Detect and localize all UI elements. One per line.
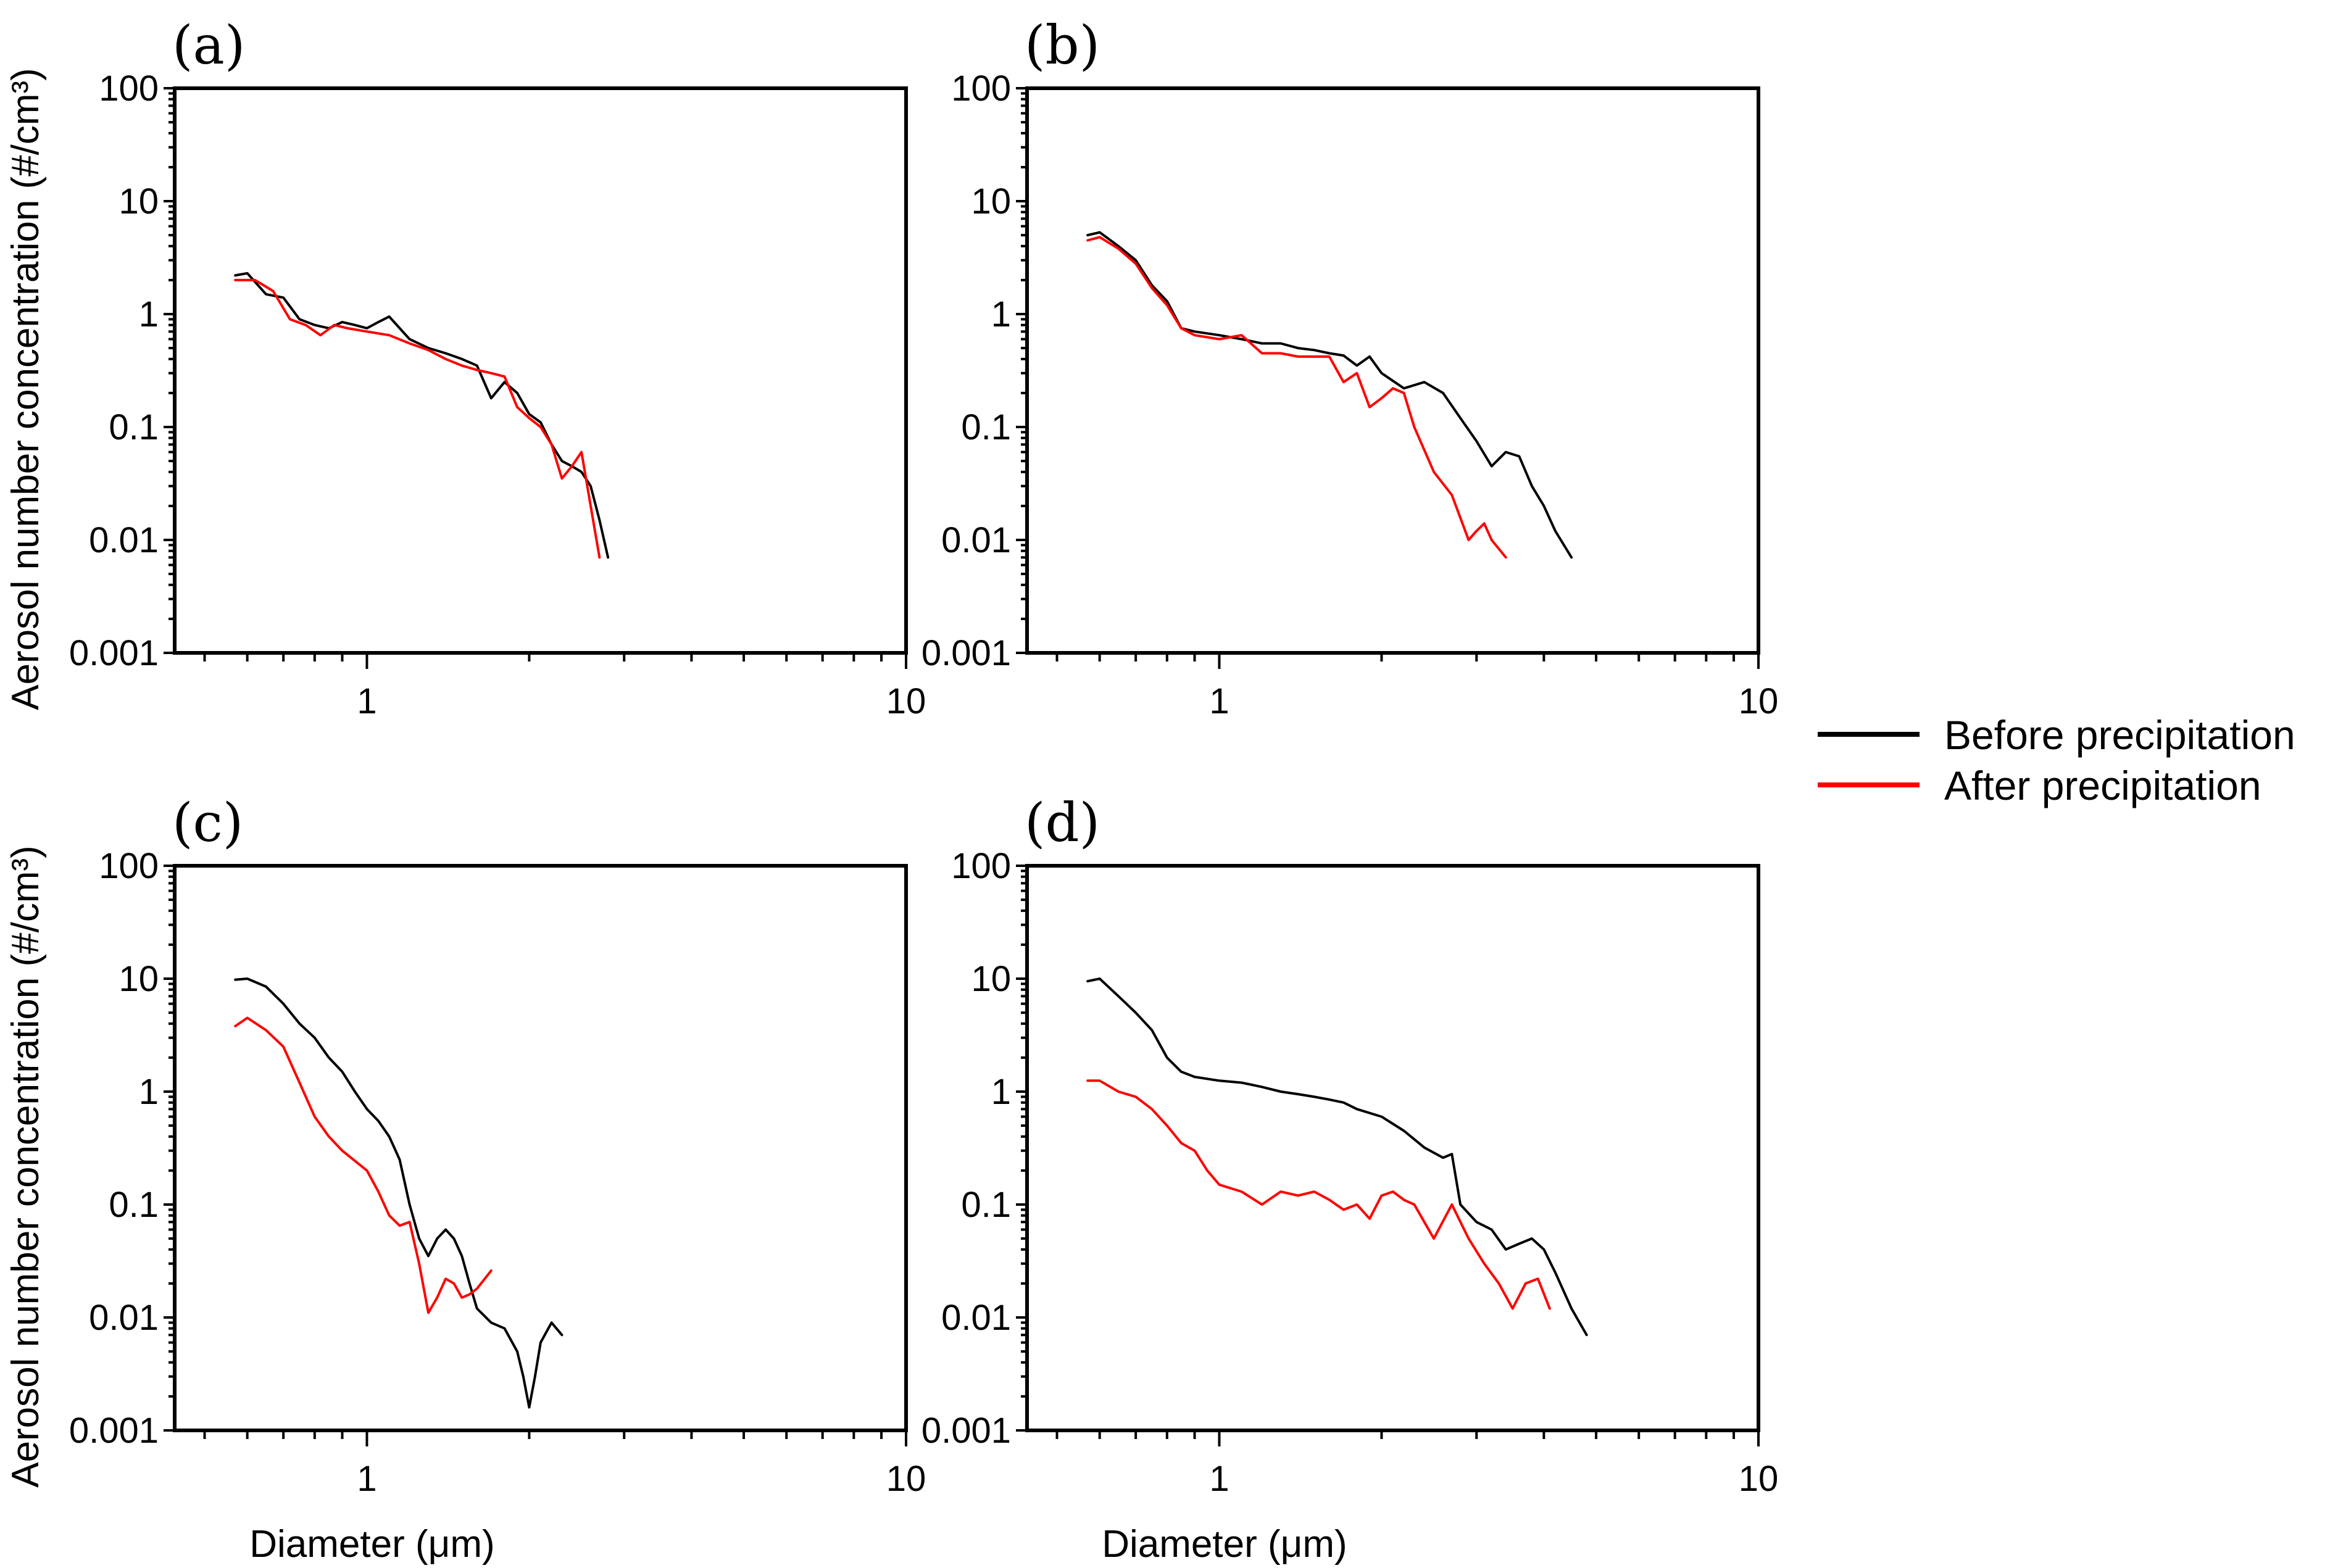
- panel-label: (a): [172, 15, 245, 77]
- series-before-line: [1086, 231, 1573, 559]
- y-tick-label: 0.01: [941, 520, 1011, 560]
- panels: (a) 0.001 0.01 0.1 1 10 100 1 10 Aerosol number c…: [4, 15, 1778, 1566]
- y-tick-label: 0.001: [921, 633, 1011, 673]
- y-tick-label: 0.001: [69, 1411, 159, 1451]
- y-tick-label: 0.01: [89, 520, 159, 560]
- series-before-line: [1086, 977, 1588, 1337]
- panel-c: (c) 0.001 0.01 0.1 1 10 100 1 10 Diameter (μm) Aer…: [4, 792, 926, 1566]
- y-tick-label: 1: [139, 1072, 159, 1112]
- x-tick-label: 10: [1739, 1459, 1779, 1499]
- x-tick-label: 10: [886, 1459, 926, 1499]
- y-tick-label: 10: [971, 181, 1011, 222]
- y-tick-label: 100: [99, 68, 159, 109]
- x-tick-label: 1: [357, 681, 376, 721]
- series-after-line: [234, 1016, 493, 1314]
- legend-label-after: After precipitation: [1944, 763, 2261, 808]
- y-tick-label: 0.01: [941, 1298, 1011, 1338]
- y-axis-label: Aerosol number concentration (#/cm³): [4, 845, 47, 1488]
- series-before-line: [234, 977, 564, 1409]
- y-tick-label: 10: [119, 959, 159, 999]
- series-after-line: [234, 278, 601, 559]
- x-tick-label: 1: [357, 1459, 376, 1499]
- legend-label-before: Before precipitation: [1944, 712, 2295, 758]
- y-tick-label: 1: [991, 294, 1011, 334]
- x-tick-label: 10: [886, 681, 926, 721]
- y-tick-label: 0.1: [961, 407, 1011, 447]
- plot-frame: [1025, 864, 1760, 1432]
- series-after-line: [1086, 1079, 1551, 1310]
- y-tick-label: 0.1: [961, 1185, 1011, 1225]
- y-tick-label: 0.1: [109, 407, 159, 447]
- y-tick-label: 1: [139, 294, 159, 334]
- y-tick-label: 10: [971, 959, 1011, 999]
- y-tick-label: 1: [991, 1072, 1011, 1112]
- x-axis-label: Diameter (μm): [249, 1523, 494, 1566]
- x-tick-label: 1: [1209, 1459, 1229, 1499]
- plot-frame: [1025, 86, 1760, 655]
- plot-frame: [173, 864, 908, 1432]
- plot-frame: [173, 86, 908, 655]
- panel-label: (c): [172, 792, 243, 854]
- panel-b: (b) 0.001 0.01 0.1 1 10 100 1 10: [921, 15, 1778, 721]
- panel-label: (d): [1025, 792, 1100, 854]
- y-tick-label: 0.001: [69, 633, 159, 673]
- x-axis-label: Diameter (μm): [1102, 1523, 1347, 1566]
- panel-a: (a) 0.001 0.01 0.1 1 10 100 1 10 Aerosol number c…: [4, 15, 926, 721]
- x-tick-label: 10: [1739, 681, 1779, 721]
- y-tick-label: 10: [119, 181, 159, 222]
- series-before-line: [234, 272, 610, 559]
- y-tick-label: 0.1: [109, 1185, 159, 1225]
- panel-label: (b): [1025, 15, 1100, 77]
- x-tick-label: 1: [1209, 681, 1229, 721]
- y-tick-label: 0.001: [921, 1411, 1011, 1451]
- y-tick-label: 0.01: [89, 1298, 159, 1338]
- y-tick-label: 100: [99, 846, 159, 886]
- y-tick-label: 100: [951, 846, 1011, 886]
- series-after-line: [1086, 236, 1507, 559]
- panel-d: (d) 0.001 0.01 0.1 1 10 100 1 10 Diameter (μm): [921, 792, 1778, 1566]
- legend: Before precipitation After precipitation: [1818, 712, 2295, 808]
- y-axis-label: Aerosol number concentration (#/cm³): [4, 68, 47, 710]
- y-tick-label: 100: [951, 68, 1011, 109]
